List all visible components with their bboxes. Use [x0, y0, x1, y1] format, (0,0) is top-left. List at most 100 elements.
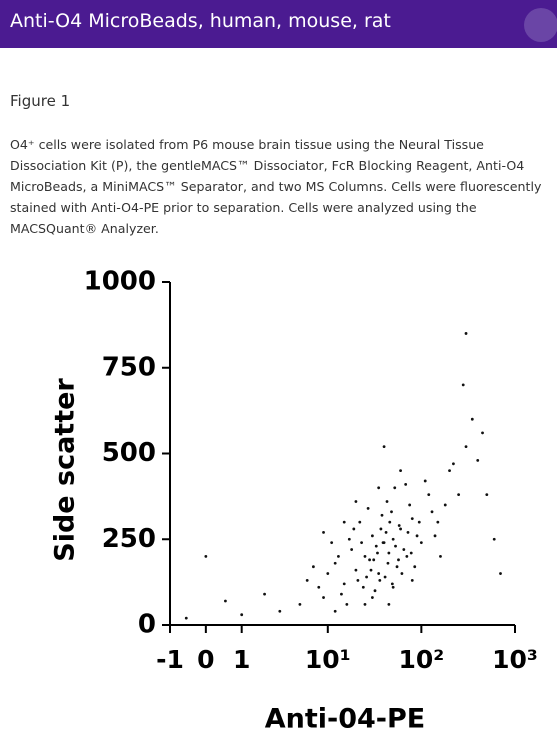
data-point [356, 579, 360, 582]
y-tick-label: 750 [102, 352, 156, 382]
data-point [384, 530, 388, 534]
decoration [524, 8, 557, 42]
data-point [377, 572, 381, 575]
data-point [485, 493, 489, 497]
data-point [464, 445, 468, 449]
data-point [452, 462, 455, 466]
y-tick-label: 250 [102, 524, 156, 554]
data-point [395, 565, 399, 569]
data-point [330, 541, 334, 545]
data-point [415, 534, 419, 538]
data-point [354, 568, 358, 572]
data-point [358, 520, 362, 524]
data-point [499, 572, 502, 575]
data-point [298, 603, 302, 606]
data-point [366, 506, 370, 510]
data-point [333, 609, 337, 613]
data-point [322, 530, 325, 534]
data-point [278, 609, 282, 613]
data-point [400, 572, 404, 575]
data-point [457, 493, 461, 497]
data-point [448, 469, 451, 473]
data-point [342, 582, 346, 586]
data-point [378, 579, 382, 582]
data-point [322, 596, 325, 599]
data-point [439, 555, 442, 558]
figure-caption: O4⁺ cells were isolated from P6 mouse br… [10, 137, 542, 236]
data-point [390, 582, 394, 586]
data-point [385, 500, 389, 503]
data-point [333, 561, 337, 565]
data-point [408, 503, 412, 507]
data-point [464, 332, 468, 335]
y-tick-label: 0 [138, 610, 156, 640]
data-point [387, 603, 391, 606]
x-tick-label: 10¹ [305, 645, 351, 674]
data-point [405, 555, 409, 558]
data-point [423, 479, 427, 483]
data-point [386, 561, 390, 565]
data-point [470, 417, 474, 421]
data-point [305, 579, 309, 582]
data-point [394, 544, 397, 548]
data-point [391, 537, 395, 541]
data-point [391, 585, 395, 589]
data-point [399, 469, 402, 473]
data-point [430, 510, 434, 514]
data-point [347, 537, 351, 541]
data-point [263, 592, 266, 596]
data-point [224, 599, 227, 603]
data-point [370, 596, 374, 599]
x-tick-label: 10² [398, 645, 444, 674]
data-point [387, 551, 391, 555]
data-point [354, 500, 358, 503]
data-point [417, 520, 421, 524]
data-point [381, 541, 385, 545]
data-point [409, 551, 413, 555]
x-tick-label: 10³ [492, 645, 538, 674]
data-point [368, 558, 371, 562]
data-point [337, 555, 340, 558]
data-point [311, 565, 315, 569]
data-point [365, 575, 368, 579]
data-point [204, 555, 208, 558]
data-point [376, 551, 379, 555]
data-point [406, 530, 410, 534]
data-point [342, 520, 346, 524]
y-axis-label: Side scatter [50, 378, 81, 562]
data-point [373, 589, 377, 593]
figure-label: Figure 1 [10, 92, 71, 110]
data-point [399, 527, 402, 531]
data-point [184, 616, 188, 620]
x-axis-label: Anti-04-PE [265, 704, 426, 735]
data-point [372, 558, 376, 562]
data-point [363, 603, 367, 606]
x-tick-label: 1 [233, 645, 250, 674]
data-point [397, 558, 400, 562]
data-point [345, 603, 349, 606]
data-point [404, 482, 408, 486]
data-point [492, 537, 496, 541]
header: Anti-O4 MicroBeads, human, mouse, rat [0, 0, 557, 48]
data-point [413, 565, 417, 569]
data-point [352, 527, 356, 531]
data-point [410, 517, 414, 521]
data-point [379, 527, 383, 531]
data-point [361, 585, 365, 589]
page-title: Anti-O4 MicroBeads, human, mouse, rat [10, 10, 391, 32]
data-point [461, 383, 465, 387]
data-point [443, 503, 447, 507]
data-point [433, 534, 437, 538]
data-point [380, 513, 384, 517]
data-point [382, 445, 386, 449]
data-point [427, 493, 431, 497]
data-point [388, 520, 392, 524]
data-point [317, 585, 321, 589]
data-point [340, 592, 343, 596]
data-point [436, 520, 440, 524]
data-point [397, 524, 401, 527]
data-point [326, 572, 330, 575]
x-tick-label: -1 [156, 645, 184, 674]
data-point [369, 568, 373, 572]
x-tick-label: 0 [197, 645, 214, 674]
